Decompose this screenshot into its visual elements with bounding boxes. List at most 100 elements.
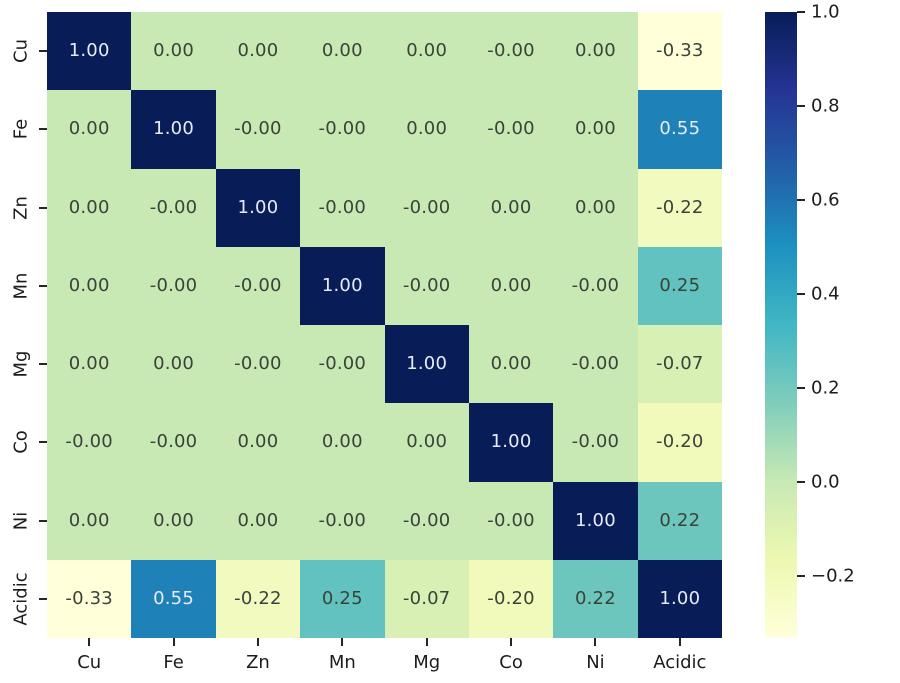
- x-tick-mark: [88, 638, 91, 646]
- heatmap-cell: -0.20: [637, 403, 722, 482]
- heatmap-cell: 1.00: [468, 403, 554, 482]
- x-tick-label: Ni: [586, 652, 605, 673]
- y-tick-mark: [39, 284, 47, 287]
- colorbar-tick-label: 0.4: [811, 283, 840, 305]
- heatmap-cell: 0.00: [131, 481, 216, 560]
- heatmap-cell: 0.00: [384, 403, 469, 482]
- x-tick-label: Acidic: [653, 652, 707, 673]
- heatmap-cell: 0.00: [468, 168, 554, 247]
- heatmap-cell: -0.00: [47, 403, 132, 482]
- heatmap-cell: -0.00: [553, 325, 638, 404]
- y-tick-label: Mg: [10, 350, 32, 378]
- heatmap-cell: -0.00: [215, 246, 301, 325]
- heatmap-cell: 0.00: [47, 481, 132, 560]
- colorbar-tick-label: 0.8: [811, 95, 840, 117]
- y-tick-label: Acidic: [10, 572, 32, 626]
- x-tick-mark: [172, 638, 175, 646]
- x-tick-mark: [678, 638, 681, 646]
- colorbar-tick-label: 0.0: [811, 471, 840, 493]
- y-tick-mark: [39, 50, 47, 53]
- heatmap-cell: 0.00: [215, 12, 301, 91]
- heatmap-cell: -0.07: [384, 559, 469, 638]
- heatmap-cell: 1.00: [384, 325, 469, 404]
- x-tick-mark: [510, 638, 513, 646]
- colorbar-tick-mark: [797, 480, 805, 483]
- colorbar-tick-label: 1.0: [811, 1, 840, 23]
- x-tick-label: Mg: [413, 652, 441, 673]
- colorbar: [765, 12, 797, 637]
- heatmap-cell: 1.00: [131, 90, 216, 169]
- heatmap-cell: -0.33: [47, 559, 132, 638]
- x-tick-label: Zn: [246, 652, 270, 673]
- colorbar-tick-mark: [797, 104, 805, 107]
- heatmap-cell: 0.00: [215, 481, 301, 560]
- x-tick-mark: [425, 638, 428, 646]
- heatmap-cell: 1.00: [553, 481, 638, 560]
- x-tick-label: Fe: [163, 652, 184, 673]
- x-tick-mark: [256, 638, 259, 646]
- y-tick-mark: [39, 128, 47, 131]
- x-tick-mark: [594, 638, 597, 646]
- heatmap-cell: -0.00: [300, 90, 385, 169]
- heatmap-cell: 0.00: [553, 90, 638, 169]
- heatmap-cell: -0.00: [384, 168, 469, 247]
- y-tick-mark: [39, 441, 47, 444]
- heatmap-cell: 0.00: [215, 403, 301, 482]
- y-tick-mark: [39, 206, 47, 209]
- heatmap-cell: -0.00: [300, 325, 385, 404]
- heatmap-cell: 1.00: [47, 12, 132, 91]
- heatmap-cell: 0.00: [384, 12, 469, 91]
- heatmap-cell: -0.00: [384, 246, 469, 325]
- y-tick-label: Cu: [10, 39, 32, 64]
- y-tick-label: Mn: [10, 272, 32, 300]
- heatmap-grid: 1.00 0.00 0.00 0.00 0.00 -0.00 0.00 -0.33 0.00 1.…: [47, 12, 722, 638]
- heatmap-cell: -0.00: [131, 168, 216, 247]
- heatmap-cell: 0.00: [300, 12, 385, 91]
- y-tick-mark: [39, 597, 47, 600]
- colorbar-tick-mark: [797, 11, 805, 13]
- heatmap-cell: 0.55: [637, 90, 722, 169]
- heatmap-cell: -0.22: [215, 559, 301, 638]
- colorbar-tick-mark: [797, 292, 805, 295]
- heatmap-cell: 0.00: [553, 12, 638, 91]
- x-tick-label: Cu: [77, 652, 102, 673]
- x-tick-label: Co: [499, 652, 523, 673]
- y-tick-label: Fe: [10, 119, 32, 140]
- heatmap-cell: 0.22: [553, 559, 638, 638]
- y-tick-label: Ni: [10, 511, 32, 530]
- heatmap-cell: 0.00: [47, 246, 132, 325]
- x-tick-label: Mn: [328, 652, 356, 673]
- heatmap-cell: -0.00: [553, 246, 638, 325]
- heatmap-cell: 0.00: [131, 325, 216, 404]
- y-tick-mark: [39, 363, 47, 366]
- heatmap-cell: -0.00: [300, 168, 385, 247]
- heatmap-cell: -0.00: [384, 481, 469, 560]
- heatmap-cell: -0.00: [468, 12, 554, 91]
- heatmap-cell: 1.00: [300, 246, 385, 325]
- heatmap-cell: 0.25: [637, 246, 722, 325]
- heatmap-cell: 0.00: [553, 168, 638, 247]
- heatmap-cell: -0.00: [131, 246, 216, 325]
- y-tick-label: Zn: [10, 195, 32, 220]
- heatmap-cell: 1.00: [637, 559, 722, 638]
- heatmap-cell: 1.00: [215, 168, 301, 247]
- heatmap-cell: 0.00: [47, 325, 132, 404]
- heatmap-cell: 0.25: [300, 559, 385, 638]
- heatmap-cell: -0.22: [637, 168, 722, 247]
- colorbar-tick-mark: [797, 198, 805, 201]
- heatmap-cell: -0.20: [468, 559, 554, 638]
- y-tick-label: Co: [10, 430, 32, 455]
- heatmap-cell: 0.22: [637, 481, 722, 560]
- heatmap-cell: -0.33: [637, 12, 722, 91]
- heatmap-cell: 0.00: [47, 90, 132, 169]
- colorbar-tick-mark: [797, 574, 805, 577]
- heatmap-cell: -0.00: [215, 325, 301, 404]
- heatmap-cell: 0.00: [47, 168, 132, 247]
- heatmap-cell: -0.00: [300, 481, 385, 560]
- heatmap-cell: 0.00: [131, 12, 216, 91]
- heatmap-cell: -0.00: [215, 90, 301, 169]
- y-tick-mark: [39, 519, 47, 522]
- heatmap-cell: -0.00: [553, 403, 638, 482]
- heatmap-cell: -0.07: [637, 325, 722, 404]
